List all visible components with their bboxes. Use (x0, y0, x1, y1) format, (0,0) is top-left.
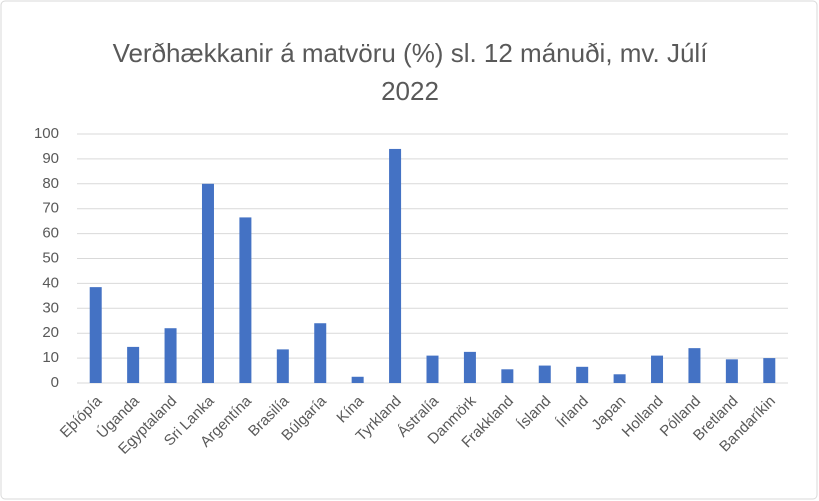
bar (651, 355, 664, 383)
y-tick-label: 30 (42, 299, 59, 316)
bar (538, 365, 551, 383)
bar (763, 358, 776, 383)
bar (463, 351, 476, 383)
x-tick-label: Írland (553, 393, 592, 432)
chart-title: Verðhækkanir á matvöru (%) sl. 12 mánuði… (112, 38, 708, 106)
x-tick-label: Ísland (514, 393, 554, 433)
bar (576, 366, 589, 383)
y-tick-label: 90 (42, 150, 59, 167)
bar (351, 376, 364, 383)
bar (201, 183, 214, 383)
y-tick-label: 50 (42, 249, 59, 266)
bar (426, 355, 439, 383)
bar (276, 349, 289, 383)
y-tick-label: 80 (42, 175, 59, 192)
y-tick-label: 20 (42, 324, 59, 341)
y-tick-label: 100 (34, 125, 59, 142)
y-tick-label: 40 (42, 274, 59, 291)
y-tick-label: 0 (51, 374, 59, 391)
bar (613, 374, 626, 383)
bar (688, 348, 701, 383)
y-tick-label: 10 (42, 349, 59, 366)
bar (314, 323, 327, 383)
x-tick-label: Holland (619, 393, 667, 441)
bar (725, 359, 738, 383)
bar (389, 148, 402, 383)
bar (164, 328, 177, 383)
y-tick-label: 70 (42, 200, 59, 217)
bar (89, 287, 102, 383)
bar (239, 217, 252, 383)
y-tick-label: 60 (42, 225, 59, 242)
bar (501, 369, 514, 383)
bar (127, 346, 140, 383)
